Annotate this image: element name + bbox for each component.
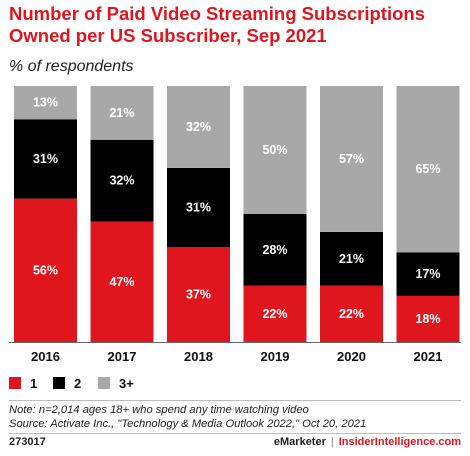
data-label-2017-series-2: 32% (109, 174, 134, 188)
data-label-2020-series-3plus: 57% (339, 152, 364, 166)
data-label-2017-series-3plus: 21% (109, 106, 134, 120)
x-tick-label-2020: 2020 (337, 349, 366, 364)
source-text: Source: Activate Inc., "Technology & Med… (9, 418, 367, 430)
bar-2019-series-3plus (243, 86, 307, 214)
chart-title: Number of Paid Video Streaming Subscript… (9, 3, 425, 46)
chart-id: 273017 (9, 436, 46, 448)
bar-2018-series-2 (167, 167, 230, 248)
brand-insider: InsiderIntelligence.com (338, 436, 461, 448)
divider-top (9, 400, 461, 401)
bar-2016-series-2 (14, 119, 77, 199)
x-tick-label-2021: 2021 (414, 349, 443, 364)
legend-swatch-1 (9, 377, 21, 389)
data-label-2018-series-1: 37% (186, 288, 211, 302)
data-label-2020-series-1: 22% (339, 307, 364, 321)
data-label-2017-series-1: 47% (109, 275, 134, 289)
data-label-2018-series-2: 31% (186, 201, 211, 215)
bar-2017-series-2 (90, 139, 154, 222)
brand-separator: | (330, 436, 334, 448)
bar-2019-series-2 (243, 214, 307, 286)
x-tick-label-2018: 2018 (184, 349, 213, 364)
x-tick-label-2016: 2016 (31, 349, 60, 364)
legend-item-2: 2 (53, 376, 81, 391)
bar-2020-series-2 (320, 231, 383, 286)
legend-swatch-2 (53, 377, 65, 389)
data-label-2016-series-3plus: 13% (33, 96, 58, 110)
legend-label-1: 1 (30, 376, 38, 391)
data-label-2019-series-3plus: 50% (262, 143, 287, 157)
note-text: Note: n=2,014 ages 18+ who spend any tim… (9, 404, 309, 416)
bar-2016-series-1 (14, 198, 77, 342)
bar-2017-series-3plus (90, 86, 154, 140)
data-label-2016-series-2: 31% (33, 152, 58, 166)
bar-2020-series-3plus (320, 86, 383, 232)
data-label-2020-series-2: 21% (339, 252, 364, 266)
data-label-2021-series-3plus: 65% (415, 162, 440, 176)
data-label-2018-series-3plus: 32% (186, 120, 211, 134)
bar-2020-series-1 (320, 285, 383, 342)
bar-2017-series-1 (90, 221, 154, 342)
data-label-2016-series-1: 56% (33, 263, 58, 277)
legend-item-3plus: 3+ (98, 376, 134, 391)
brand-emarketer: eMarketer (273, 436, 326, 448)
divider-bottom (9, 433, 461, 434)
legend-swatch-3plus (98, 377, 110, 389)
data-label-2021-series-1: 18% (415, 312, 440, 326)
data-label-2021-series-2: 17% (415, 267, 440, 281)
x-tick-label-2017: 2017 (108, 349, 137, 364)
bar-2021-series-3plus (396, 86, 460, 253)
stacked-bar-chart: 56% 31% 13% 2016 47% 32% 21% 2017 37% 31% 32% 2018 2… (9, 86, 461, 364)
bar-2019-series-1 (243, 285, 307, 342)
legend-label-2: 2 (74, 376, 82, 391)
x-tick-label-2019: 2019 (261, 349, 290, 364)
legend-label-3plus: 3+ (119, 376, 134, 391)
chart-subtitle: % of respondents (9, 58, 134, 75)
legend-item-1: 1 (9, 376, 37, 391)
data-label-2019-series-1: 22% (262, 307, 287, 321)
data-label-2019-series-2: 28% (262, 243, 287, 257)
bar-2018-series-1 (167, 247, 230, 342)
brand: eMarketer | InsiderIntelligence.com (274, 436, 461, 448)
bar-2018-series-3plus (167, 86, 230, 168)
bar-2021-series-1 (396, 295, 460, 342)
bar-2016-series-3plus (14, 86, 77, 120)
bar-2021-series-2 (396, 252, 460, 296)
